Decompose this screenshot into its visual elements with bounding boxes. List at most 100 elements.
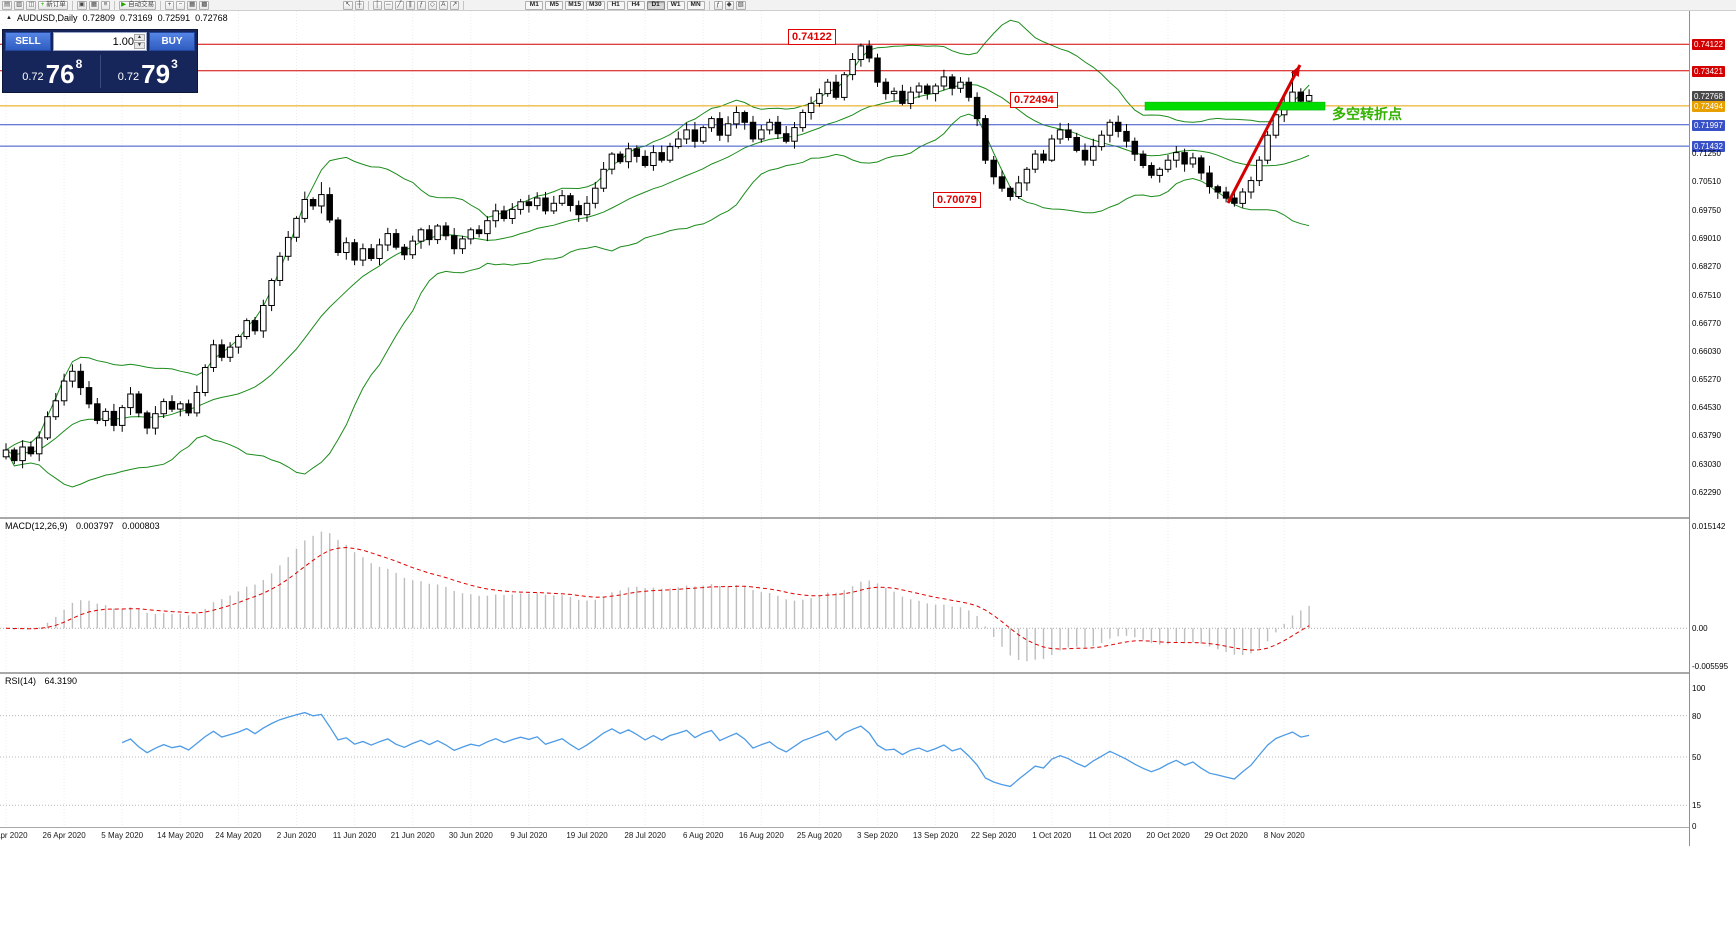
price-label-box[interactable]: 0.70079 [933, 192, 981, 208]
sell-button[interactable]: SELL [5, 32, 51, 51]
macd-pane[interactable]: MACD(12,26,9) 0.003797 0.000803 [0, 519, 1689, 672]
toolbar-separator [463, 0, 465, 10]
date-axis-label: 24 May 2020 [215, 831, 262, 840]
templates-icon[interactable]: ▧ [735, 0, 746, 10]
macd-histogram [13, 531, 1310, 662]
new-chart-icon[interactable]: ▤ [2, 0, 13, 10]
sell-price[interactable]: 0.72 76 8 [22, 57, 83, 90]
timeframe-h1-button[interactable]: H1 [606, 0, 625, 10]
chart-symbol: AUDUSD,Daily [16, 13, 78, 23]
objects-list-icon[interactable]: ◆ [724, 0, 734, 10]
channel-icon[interactable]: ∥ [405, 0, 415, 10]
timeframe-mn-button[interactable]: MN [686, 0, 705, 10]
date-axis-label: 26 Apr 2020 [42, 831, 86, 840]
volume-spinner[interactable]: ▲ ▼ [134, 34, 145, 49]
price-axis-label: 0.015142 [1692, 522, 1726, 531]
date-axis-label: 14 May 2020 [157, 831, 204, 840]
text-tool-icon[interactable]: A [438, 0, 448, 10]
date-axis-label: 6 Aug 2020 [682, 831, 724, 840]
horizontal-level-lines[interactable] [0, 43, 1689, 147]
alerts-icon[interactable]: ≡ [101, 0, 111, 10]
horizontal-line-icon[interactable]: ─ [383, 0, 393, 10]
price-axis-label: 80 [1692, 711, 1701, 721]
date-axis-label: 11 Oct 2020 [1088, 831, 1132, 840]
pane-splitter[interactable] [0, 517, 1736, 519]
zoom-in-icon[interactable]: + [165, 0, 175, 10]
chart-info-line: ▲ AUDUSD,Daily 0.72809 0.73169 0.72591 0… [6, 13, 228, 23]
crosshair-icon[interactable]: ┼ [354, 0, 364, 10]
volume-input[interactable]: 1.00 ▲ ▼ [53, 32, 147, 51]
timeframe-d1-button[interactable]: D1 [646, 0, 665, 10]
price-axis[interactable]: 0.74122 0.73421 0.72768 0.72494 0.71997 0.714… [1689, 11, 1736, 846]
trend-arrow[interactable] [1226, 64, 1302, 204]
strategy-tester-icon[interactable]: ▦ [88, 0, 100, 10]
price-axis-label: 0.74122 [1692, 39, 1725, 51]
profiles-icon[interactable]: ▥ [14, 0, 25, 10]
spin-up-icon[interactable]: ▲ [134, 34, 145, 41]
macd-chart-canvas[interactable] [0, 519, 1689, 672]
timeframe-h4-button[interactable]: H4 [626, 0, 645, 10]
timeframe-m5-button[interactable]: M5 [545, 0, 564, 10]
autotrading-button[interactable]: ▶ 自动交易 [119, 0, 157, 10]
cursor-icon[interactable]: ↖ [343, 0, 353, 10]
price-axis-label: 50 [1692, 753, 1701, 762]
price-chart-canvas[interactable] [0, 11, 1689, 517]
macd-signal-value: 0.000803 [122, 521, 160, 531]
toolbar-separator [114, 0, 116, 10]
indicators-icon[interactable]: ƒ [713, 0, 723, 10]
timeframe-w1-button[interactable]: W1 [666, 0, 685, 10]
timeframe-m1-button[interactable]: M1 [525, 0, 544, 10]
rsi-title: RSI(14) [5, 676, 37, 686]
price-axis-label: 0.71432 [1692, 141, 1725, 153]
toolbar-separator [708, 0, 710, 10]
rsi-chart-canvas[interactable] [0, 674, 1689, 827]
rsi-levels [0, 715, 1689, 806]
date-axis-label: 21 Jun 2020 [390, 831, 435, 840]
date-axis-label: 5 May 2020 [101, 831, 144, 840]
price-label-box[interactable]: 0.72494 [1010, 92, 1058, 108]
terminal-icon[interactable]: ▣ [76, 0, 87, 10]
toolbar: ▤ ▥ ◫ + 新订单 ▣ ▦ ≡ ▶ 自动交易 + − ▦ ▩ ↖ ┼ │ ─ ╱ ∥ ƒ ◇ A ↗ M1 M5 M15 M30 H… [0, 0, 1736, 11]
axis-splitter [0, 827, 1736, 828]
price-label-box[interactable]: 0.74122 [788, 29, 836, 45]
one-click-trading-panel: SELL 1.00 ▲ ▼ BUY 0.72 76 8 0.72 79 3 [2, 29, 198, 93]
price-axis-label: 0.69750 [1692, 205, 1721, 215]
pane-splitter[interactable] [0, 672, 1736, 674]
main-chart-pane[interactable]: 0.74122 0.72494 0.70079 多空转折点 ▲ AUDUSD,Dail… [0, 11, 1689, 517]
toolbar-separator [367, 0, 369, 10]
rsi-pane[interactable]: RSI(14) 64.3190 [0, 674, 1689, 827]
date-axis-label: 1 Oct 2020 [1032, 831, 1072, 840]
date-axis-label: 30 Jun 2020 [448, 831, 493, 840]
price-axis-label: 0.66030 [1692, 346, 1721, 356]
tile-windows-icon[interactable]: ▦ [187, 0, 198, 10]
spin-down-icon[interactable]: ▼ [134, 42, 145, 49]
time-axis[interactable]: 16 Apr 2020 26 Apr 2020 5 May 2020 14 May 2… [0, 828, 1689, 845]
chart-note-text[interactable]: 多空转折点 [1332, 106, 1402, 122]
support-highlight-bar[interactable] [1144, 101, 1326, 111]
market-watch-icon[interactable]: ◫ [26, 0, 37, 10]
gridlines [5, 674, 1285, 827]
vertical-line-icon[interactable]: │ [372, 0, 382, 10]
bollinger-bands [5, 19, 1310, 488]
panel-toggle-icon[interactable]: ▲ [6, 15, 12, 21]
shapes-icon[interactable]: ◇ [427, 0, 437, 10]
macd-signal-line [5, 546, 1310, 651]
toolbar-separator [160, 0, 162, 10]
trendline-icon[interactable]: ╱ [394, 0, 404, 10]
zoom-out-icon[interactable]: − [176, 0, 186, 10]
date-axis-label: 13 Sep 2020 [912, 831, 959, 840]
fibonacci-icon[interactable]: ƒ [416, 0, 426, 10]
price-axis-label: 0.63790 [1692, 431, 1721, 441]
buy-price[interactable]: 0.72 79 3 [117, 57, 178, 90]
rsi-header: RSI(14) 64.3190 [5, 676, 83, 686]
price-axis-label: 0.70510 [1692, 177, 1721, 186]
arrow-tool-icon[interactable]: ↗ [449, 0, 460, 10]
timeframe-m30-button[interactable]: M30 [585, 0, 605, 10]
timeframe-m15-button[interactable]: M15 [565, 0, 584, 10]
cascade-windows-icon[interactable]: ▩ [199, 0, 210, 10]
buy-button[interactable]: BUY [149, 32, 195, 51]
price-axis-label: 0.69010 [1692, 233, 1721, 243]
price-axis-label: 0.68270 [1692, 261, 1721, 271]
price-axis-label: 0.67510 [1692, 290, 1721, 300]
new-order-button[interactable]: + 新订单 [38, 0, 68, 10]
